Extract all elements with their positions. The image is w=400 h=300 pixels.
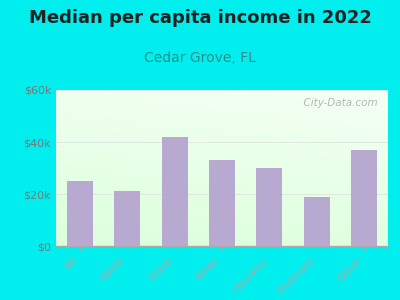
Bar	[256, 168, 282, 246]
Bar	[67, 181, 93, 246]
Bar	[304, 196, 330, 246]
Text: Median per capita income in 2022: Median per capita income in 2022	[28, 9, 372, 27]
Bar	[162, 137, 188, 246]
Bar	[114, 191, 140, 246]
Text: City-Data.com: City-Data.com	[298, 98, 378, 108]
Bar	[351, 150, 377, 246]
Bar	[209, 160, 235, 246]
Text: Cedar Grove, FL: Cedar Grove, FL	[144, 51, 256, 65]
